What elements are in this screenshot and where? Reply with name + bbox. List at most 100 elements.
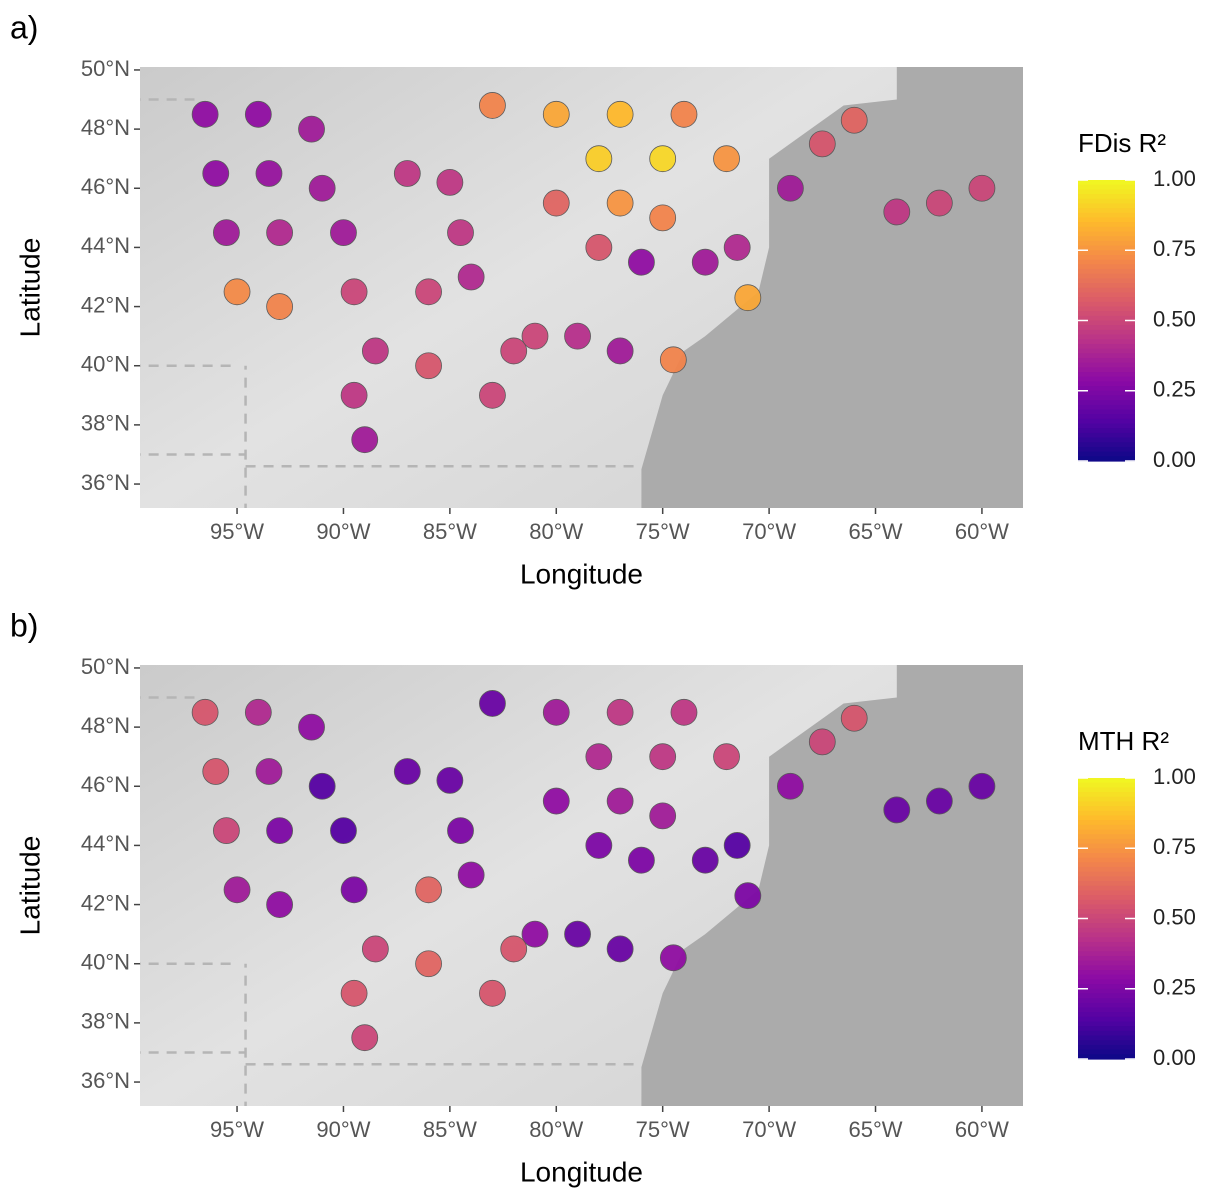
colorbar-segment — [1078, 1017, 1135, 1022]
grid-cell-point — [203, 758, 229, 784]
colorbar-segment — [1078, 815, 1135, 820]
colorbar-segment — [1078, 965, 1135, 970]
colorbar-segment — [1078, 1007, 1135, 1012]
grid-cell-point — [416, 353, 442, 379]
colorbar-segment — [1078, 890, 1135, 895]
colorbar-segment — [1078, 367, 1135, 372]
grid-cell-point — [341, 279, 367, 305]
x-axis-title: Longitude — [520, 1156, 643, 1187]
colorbar-segment — [1078, 1031, 1135, 1036]
grid-cell-point — [969, 773, 995, 799]
grid-cell-point — [692, 847, 718, 873]
grid-cell-point — [267, 892, 293, 918]
colorbar-segment — [1078, 395, 1135, 400]
grid-cell-point — [809, 729, 835, 755]
colorbar-segment — [1078, 909, 1135, 914]
grid-cell-point — [671, 699, 697, 725]
x-tick-label: 70°W — [742, 519, 796, 544]
colorbar-segment — [1078, 801, 1135, 806]
colorbar-segment — [1078, 1026, 1135, 1031]
grid-cell-point — [522, 323, 548, 349]
colorbar-tick-label: 0.50 — [1153, 306, 1196, 331]
map-panel — [131, 40, 1023, 513]
y-axis-title: Latitude — [14, 238, 45, 338]
grid-cell-point — [501, 338, 527, 364]
colorbar-tick-label: 1.00 — [1153, 764, 1196, 789]
colorbar-tick-label: 0.50 — [1153, 904, 1196, 929]
grid-cell-point — [299, 116, 325, 142]
grid-cell-point — [543, 101, 569, 127]
colorbar-segment — [1078, 311, 1135, 316]
colorbar-segment — [1078, 975, 1135, 980]
grid-cell-point — [224, 877, 250, 903]
x-tick-label: 75°W — [636, 519, 690, 544]
x-axis-title: Longitude — [520, 558, 643, 589]
colorbar-tick-label: 0.75 — [1153, 834, 1196, 859]
colorbar-segment — [1078, 325, 1135, 330]
y-tick-label: 46°N — [81, 772, 130, 797]
colorbar-segment — [1078, 264, 1135, 269]
y-tick-label: 38°N — [81, 1009, 130, 1034]
grid-cell-point — [607, 699, 633, 725]
grid-cell-point — [394, 160, 420, 186]
colorbar-segment — [1078, 792, 1135, 797]
y-tick-label: 38°N — [81, 411, 130, 436]
colorbar-segment — [1078, 1040, 1135, 1045]
colorbar-segment — [1078, 358, 1135, 363]
colorbar-segment — [1078, 811, 1135, 816]
grid-cell-point — [501, 936, 527, 962]
grid-cell-point — [607, 190, 633, 216]
grid-cell-point — [692, 249, 718, 275]
colorbar-segment — [1078, 288, 1135, 293]
colorbar-segment — [1078, 886, 1135, 891]
colorbar-segment — [1078, 344, 1135, 349]
colorbar-title: MTH R² — [1078, 726, 1169, 756]
grid-cell-point — [926, 788, 952, 814]
grid-cell-point — [735, 883, 761, 909]
colorbar-segment — [1078, 405, 1135, 410]
grid-cell-point — [479, 690, 505, 716]
colorbar-segment — [1078, 839, 1135, 844]
grid-cell-point — [586, 744, 612, 770]
colorbar-segment — [1078, 306, 1135, 311]
colorbar-segment — [1078, 867, 1135, 872]
colorbar-segment — [1078, 961, 1135, 966]
panel-label: a) — [10, 9, 38, 45]
colorbar-segment — [1078, 1022, 1135, 1027]
colorbar-segment — [1078, 895, 1135, 900]
colorbar-segment — [1078, 414, 1135, 419]
grid-cell-point — [660, 347, 686, 373]
grid-cell-point — [628, 249, 654, 275]
grid-cell-point — [628, 847, 654, 873]
colorbar-tick-label: 0.25 — [1153, 377, 1196, 402]
y-tick-label: 50°N — [81, 654, 130, 679]
grid-cell-point — [714, 744, 740, 770]
colorbar-segment — [1078, 208, 1135, 213]
grid-cell-point — [841, 107, 867, 133]
x-tick-label: 80°W — [529, 1117, 583, 1142]
colorbar-title: FDis R² — [1078, 128, 1166, 158]
colorbar-segment — [1078, 928, 1135, 933]
grid-cell-point — [607, 101, 633, 127]
x-tick-label: 60°W — [955, 519, 1009, 544]
grid-cell-point — [543, 190, 569, 216]
colorbar-segment — [1078, 213, 1135, 218]
colorbar-segment — [1078, 185, 1135, 190]
colorbar-segment — [1078, 848, 1135, 853]
grid-cell-point — [841, 705, 867, 731]
grid-cell-point — [245, 101, 271, 127]
x-tick-label: 80°W — [529, 519, 583, 544]
colorbar-segment — [1078, 904, 1135, 909]
grid-cell-point — [416, 951, 442, 977]
colorbar-segment — [1078, 993, 1135, 998]
y-tick-label: 44°N — [81, 831, 130, 856]
colorbar-segment — [1078, 199, 1135, 204]
grid-cell-point — [192, 699, 218, 725]
grid-cell-point — [352, 1025, 378, 1051]
colorbar-segment — [1078, 222, 1135, 227]
colorbar-segment — [1078, 872, 1135, 877]
grid-cell-point — [479, 980, 505, 1006]
grid-cell-point — [192, 101, 218, 127]
grid-cell-point — [650, 744, 676, 770]
colorbar-segment — [1078, 292, 1135, 297]
